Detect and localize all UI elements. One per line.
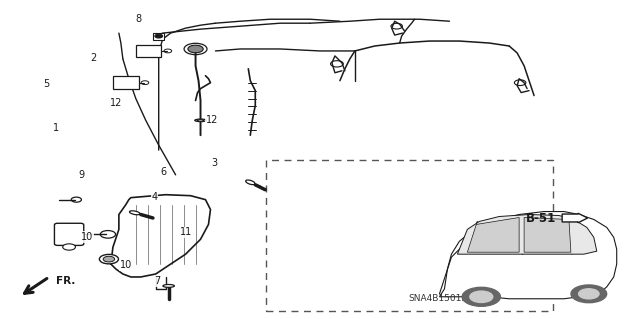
Text: 3: 3	[212, 158, 218, 168]
FancyBboxPatch shape	[136, 45, 161, 57]
Polygon shape	[524, 218, 571, 252]
FancyBboxPatch shape	[153, 33, 164, 40]
Text: 9: 9	[78, 170, 84, 180]
Circle shape	[155, 34, 163, 38]
Text: 5: 5	[43, 78, 49, 89]
Text: 10: 10	[81, 232, 93, 242]
Text: 7: 7	[154, 276, 161, 286]
Ellipse shape	[246, 180, 255, 185]
Ellipse shape	[197, 120, 204, 121]
Ellipse shape	[129, 211, 140, 215]
Text: 11: 11	[180, 227, 192, 237]
FancyBboxPatch shape	[113, 76, 139, 89]
Circle shape	[579, 289, 599, 299]
Text: FR.: FR.	[56, 276, 76, 286]
Circle shape	[462, 287, 500, 306]
Text: 12: 12	[110, 98, 122, 108]
Circle shape	[63, 244, 76, 250]
Text: 2: 2	[91, 53, 97, 63]
Ellipse shape	[163, 285, 174, 287]
FancyArrow shape	[562, 213, 588, 223]
Text: 1: 1	[52, 123, 59, 133]
Bar	[266, 160, 552, 311]
FancyBboxPatch shape	[54, 223, 84, 245]
Circle shape	[470, 291, 493, 302]
Circle shape	[99, 254, 118, 264]
Text: 10: 10	[120, 260, 132, 271]
Text: 4: 4	[151, 192, 157, 203]
Polygon shape	[458, 214, 596, 254]
Polygon shape	[467, 218, 519, 252]
Ellipse shape	[195, 119, 206, 122]
Polygon shape	[440, 211, 617, 299]
Text: B-51: B-51	[525, 211, 556, 225]
Circle shape	[188, 45, 203, 53]
Circle shape	[571, 285, 607, 303]
Text: 8: 8	[135, 14, 141, 24]
Circle shape	[103, 256, 115, 262]
Text: 12: 12	[205, 115, 218, 125]
Text: SNA4B1501B: SNA4B1501B	[408, 294, 468, 303]
Text: 6: 6	[161, 167, 167, 177]
